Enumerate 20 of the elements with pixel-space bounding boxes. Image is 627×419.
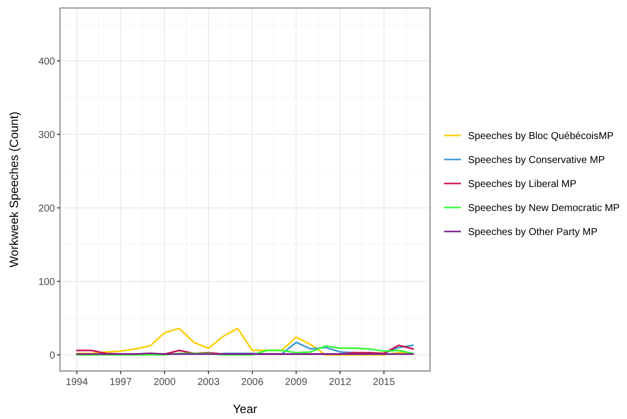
legend-label: Speeches by Conservative MP [468,155,606,166]
x-tick-label: 2003 [197,377,220,388]
x-tick-label: 2000 [153,377,176,388]
y-axis-title: Workweek Speeches (Count) [7,112,21,268]
x-tick-label: 1997 [110,377,132,388]
x-tick-label: 2015 [372,377,396,388]
x-tick-label: 1994 [66,377,88,388]
x-tick-label: 2006 [241,377,264,388]
y-tick-label: 200 [38,203,56,214]
legend-label: Speeches by Liberal MP [468,179,577,190]
x-tick-label: 2009 [285,377,308,388]
legend-label: Speeches by Bloc QuébécoisMP [468,131,614,142]
legend-label: Speeches by New Democratic MP [468,203,620,214]
legend-label: Speeches by Other Party MP [468,227,598,238]
y-tick-label: 0 [49,350,56,362]
x-axis-title: Year [232,402,258,416]
x-tick-label: 2012 [328,377,352,388]
y-tick-label: 300 [38,130,56,141]
y-tick-label: 400 [38,56,56,68]
y-tick-label: 100 [38,276,56,288]
